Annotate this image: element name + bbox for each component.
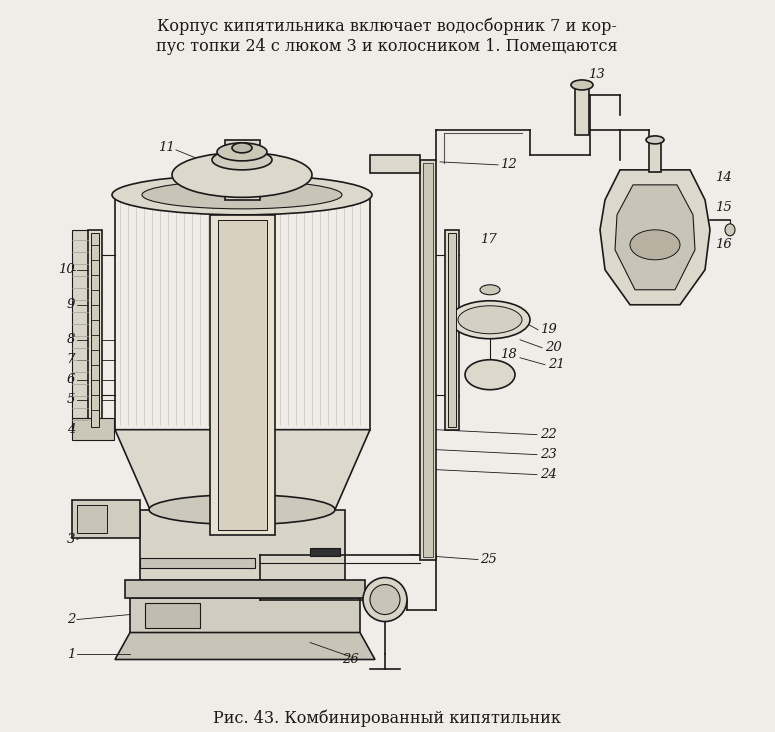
Ellipse shape	[571, 80, 593, 90]
Ellipse shape	[363, 578, 407, 621]
Text: 15: 15	[715, 201, 732, 214]
Text: 11: 11	[158, 141, 175, 154]
Bar	[145, 602, 200, 627]
Text: 21: 21	[548, 358, 565, 371]
Bar	[72, 230, 88, 430]
Text: 19: 19	[540, 324, 556, 336]
Text: 26: 26	[342, 653, 358, 666]
Text: 3: 3	[67, 533, 75, 546]
Text: 20: 20	[545, 341, 562, 354]
Bar	[310, 548, 340, 556]
Bar	[140, 558, 255, 567]
Ellipse shape	[646, 136, 664, 144]
Ellipse shape	[149, 495, 335, 525]
Bar	[423, 163, 433, 556]
Bar	[225, 140, 260, 200]
Bar	[575, 85, 589, 135]
Text: 12: 12	[500, 158, 517, 171]
Ellipse shape	[725, 224, 735, 236]
Bar	[649, 140, 661, 172]
Ellipse shape	[232, 143, 252, 153]
Bar	[210, 214, 275, 534]
Ellipse shape	[458, 306, 522, 334]
Text: пус топки 24 с люком 3 и колосником 1. Помещаются: пус топки 24 с люком 3 и колосником 1. П…	[157, 38, 618, 55]
Ellipse shape	[212, 150, 272, 170]
Bar	[140, 509, 345, 580]
Ellipse shape	[217, 143, 267, 161]
Text: 2: 2	[67, 613, 75, 626]
Bar	[218, 220, 267, 529]
Ellipse shape	[465, 359, 515, 389]
Text: 5: 5	[67, 393, 75, 406]
Text: 25: 25	[480, 553, 497, 566]
Bar	[130, 597, 360, 632]
Bar	[91, 233, 99, 427]
Bar	[370, 155, 420, 173]
Ellipse shape	[450, 301, 530, 339]
Text: 1: 1	[67, 648, 75, 661]
Text: 24: 24	[540, 468, 556, 481]
Text: 9: 9	[67, 298, 75, 311]
Ellipse shape	[480, 285, 500, 295]
Polygon shape	[115, 430, 370, 509]
Ellipse shape	[172, 152, 312, 198]
Bar	[72, 500, 140, 537]
Ellipse shape	[142, 181, 342, 209]
Text: 6: 6	[67, 373, 75, 386]
Text: Корпус кипятильника включает водосборник 7 и кор-: Корпус кипятильника включает водосборник…	[157, 18, 617, 35]
Bar	[445, 230, 459, 430]
Bar	[88, 230, 102, 430]
Bar	[420, 160, 436, 559]
Text: 8: 8	[67, 333, 75, 346]
Polygon shape	[615, 185, 695, 290]
Text: Рис. 43. Комбинированный кипятильник: Рис. 43. Комбинированный кипятильник	[213, 709, 561, 727]
Text: 14: 14	[715, 171, 732, 184]
Text: 4: 4	[67, 423, 75, 436]
Bar	[72, 418, 114, 440]
Text: 13: 13	[588, 69, 604, 81]
Bar	[448, 233, 456, 427]
Polygon shape	[115, 632, 375, 660]
Text: 16: 16	[715, 239, 732, 251]
Text: 10: 10	[58, 264, 75, 276]
Text: 23: 23	[540, 448, 556, 461]
Text: 17: 17	[480, 234, 497, 246]
Text: 22: 22	[540, 428, 556, 441]
Ellipse shape	[112, 175, 372, 214]
Polygon shape	[600, 170, 710, 305]
Bar	[125, 580, 365, 597]
Ellipse shape	[630, 230, 680, 260]
Text: 7: 7	[67, 354, 75, 366]
Ellipse shape	[370, 585, 400, 615]
Text: 18: 18	[500, 348, 517, 361]
Bar	[77, 504, 107, 533]
